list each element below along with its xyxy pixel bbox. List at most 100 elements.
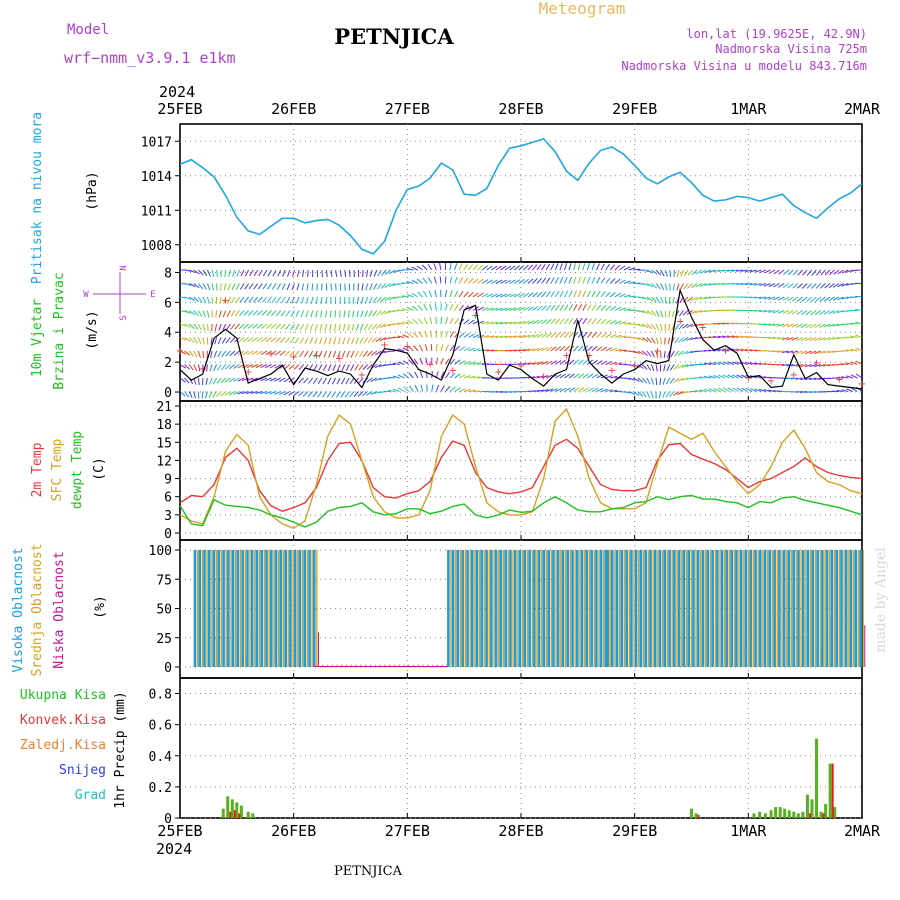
wind-barb <box>444 303 448 311</box>
wind-barb <box>518 334 526 338</box>
high-cloud-bar <box>475 550 479 667</box>
wind-barb <box>241 391 249 395</box>
wind-barb <box>687 269 694 276</box>
wind-barb <box>229 337 236 344</box>
wind-barb <box>699 269 707 274</box>
wind-barb <box>221 337 227 344</box>
wind-barb <box>388 376 396 379</box>
wind-barb <box>591 359 598 365</box>
wind-barb <box>704 283 712 287</box>
wind-barb <box>430 343 433 352</box>
wind-barb <box>227 296 231 304</box>
gust-marker: + <box>630 361 638 372</box>
wind-barb <box>504 391 512 393</box>
high-cloud-bar <box>265 550 268 667</box>
wind-barb <box>402 321 410 325</box>
wind-barb <box>632 391 640 396</box>
wind-barb <box>731 269 739 272</box>
wind-barb <box>374 391 382 395</box>
wind-barb <box>605 277 611 284</box>
mid-cloud-bar <box>848 550 850 667</box>
wind-barb <box>854 295 863 298</box>
high-cloud-bar <box>447 550 450 667</box>
high-cloud-bar <box>461 550 465 667</box>
wind-barb <box>368 310 373 317</box>
high-cloud-bar <box>759 550 762 667</box>
wind-barb <box>786 323 794 328</box>
mid-cloud-bar <box>598 550 600 667</box>
wind-barb <box>600 360 608 365</box>
wind-barb <box>568 359 575 365</box>
wind-barb <box>279 377 286 383</box>
wind-barb <box>301 296 305 304</box>
wind-barb <box>527 278 534 284</box>
wind-barb <box>763 323 771 326</box>
wind-barb <box>220 377 227 384</box>
wind-barb <box>772 350 780 353</box>
wind-barb <box>564 331 570 338</box>
gust-marker: + <box>540 372 548 383</box>
wind-barb <box>449 290 453 298</box>
wind-barb <box>243 310 250 316</box>
wind-barb <box>651 310 657 317</box>
mid-cloud-bar <box>422 664 424 667</box>
high-cloud-bar <box>849 550 853 667</box>
wind-barb <box>284 337 291 344</box>
wind-barb <box>295 310 300 318</box>
ytick-label-5-2: 0.4 <box>149 750 173 765</box>
wind-barb <box>225 350 231 357</box>
wind-barb <box>509 279 516 284</box>
wind-barb <box>504 321 512 325</box>
wind-barb <box>490 265 498 271</box>
wind-barb <box>513 321 521 325</box>
wind-barb <box>800 364 808 368</box>
mid-cloud-bar <box>498 550 500 667</box>
wind-ylabel-1: 10m Vjetar <box>30 299 45 377</box>
wind-barb <box>228 377 236 383</box>
wind-barb <box>280 310 286 317</box>
wind-barb <box>568 263 572 271</box>
wind-barb <box>777 337 785 340</box>
wind-barb <box>596 360 603 365</box>
wind-barb <box>449 331 455 338</box>
wind-barb <box>851 387 858 392</box>
wind-barb <box>419 371 424 379</box>
wind-barb <box>360 310 364 318</box>
wind-barb <box>444 317 449 325</box>
wind-barb <box>637 350 645 355</box>
wind-barb <box>414 371 419 379</box>
mid-cloud-bar <box>766 550 769 667</box>
wind-barb <box>361 391 368 397</box>
wind-barb <box>668 323 671 331</box>
wind-barb <box>801 283 808 289</box>
wind-barb <box>468 361 476 365</box>
wind-barb <box>763 296 771 300</box>
precip-unit: 1hr Precip (mm) <box>113 691 128 808</box>
wind-barb <box>375 350 382 356</box>
wind-barb <box>717 322 725 325</box>
wind-barb <box>660 310 664 318</box>
wind-barb <box>541 263 546 271</box>
wind-barb <box>740 374 748 379</box>
total-rain-bar <box>783 808 787 818</box>
wind-barb <box>411 266 419 271</box>
wind-barb <box>795 350 803 354</box>
wind-barb <box>832 296 840 301</box>
wind-barb <box>736 387 744 392</box>
wind-direction-key: N S W E <box>83 265 155 320</box>
mid-cloud-bar <box>263 550 266 667</box>
wind-barb <box>260 364 268 369</box>
wind-barb <box>278 391 286 396</box>
wind-barb <box>294 350 300 357</box>
wind-barb <box>509 293 517 298</box>
wind-barb <box>619 279 626 284</box>
mid-cloud-bar <box>690 550 693 667</box>
ytick-label-1-1: 1011 <box>141 204 172 219</box>
wind-barb <box>257 283 263 290</box>
wind-barb <box>596 290 601 298</box>
wind-barb <box>379 323 387 329</box>
high-cloud-bar <box>542 550 546 667</box>
wind-barb <box>518 348 526 352</box>
wind-key-east: E <box>150 290 155 300</box>
high-cloud-bar <box>844 550 848 667</box>
